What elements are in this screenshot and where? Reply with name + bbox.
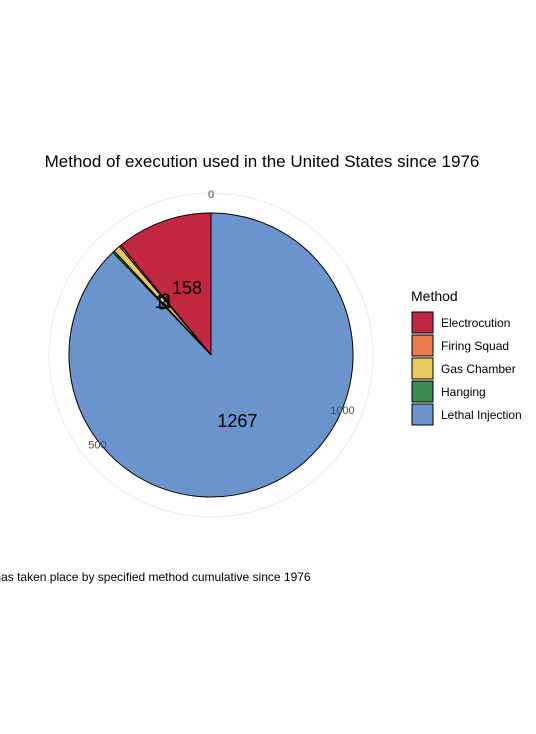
data-label-gas-chamber: 11 xyxy=(155,292,174,312)
legend-swatch-firing-squad xyxy=(411,334,434,357)
legend: Electrocution Firing Squad Gas Chamber Hang… xyxy=(411,311,522,426)
data-label-hanging: 3 xyxy=(157,293,167,313)
chart-caption: Number of executions that has taken plac… xyxy=(0,570,311,584)
legend-title: Method xyxy=(411,288,458,304)
radial-tick-0: 0 xyxy=(208,189,214,201)
legend-label-firing-squad: Firing Squad xyxy=(441,339,509,353)
radial-tick-500: 500 xyxy=(88,439,106,451)
data-label-electrocution: 158 xyxy=(172,278,202,298)
legend-label-gas-chamber: Gas Chamber xyxy=(441,362,516,376)
chart-title: Method of execution used in the United S… xyxy=(45,152,480,171)
legend-label-lethal-injection: Lethal Injection xyxy=(441,408,522,422)
legend-swatch-gas-chamber xyxy=(411,357,434,380)
legend-swatch-electrocution xyxy=(411,311,434,334)
legend-label-hanging: Hanging xyxy=(441,385,486,399)
radial-ticks: 0 500 1000 xyxy=(88,189,354,451)
legend-swatch-hanging xyxy=(411,380,434,403)
slice-lethal-injection xyxy=(68,212,354,498)
grid-ring-outer xyxy=(48,192,374,518)
radial-tick-1000: 1000 xyxy=(330,405,354,417)
slice-electrocution xyxy=(120,212,212,356)
polar-grid xyxy=(48,192,374,518)
pie-slices xyxy=(68,212,354,498)
data-label-lethal-injection: 1267 xyxy=(217,411,257,431)
data-label-firing-squad: 3 xyxy=(161,290,171,310)
legend-swatch-lethal-injection xyxy=(411,403,434,426)
legend-label-electrocution: Electrocution xyxy=(441,316,510,330)
